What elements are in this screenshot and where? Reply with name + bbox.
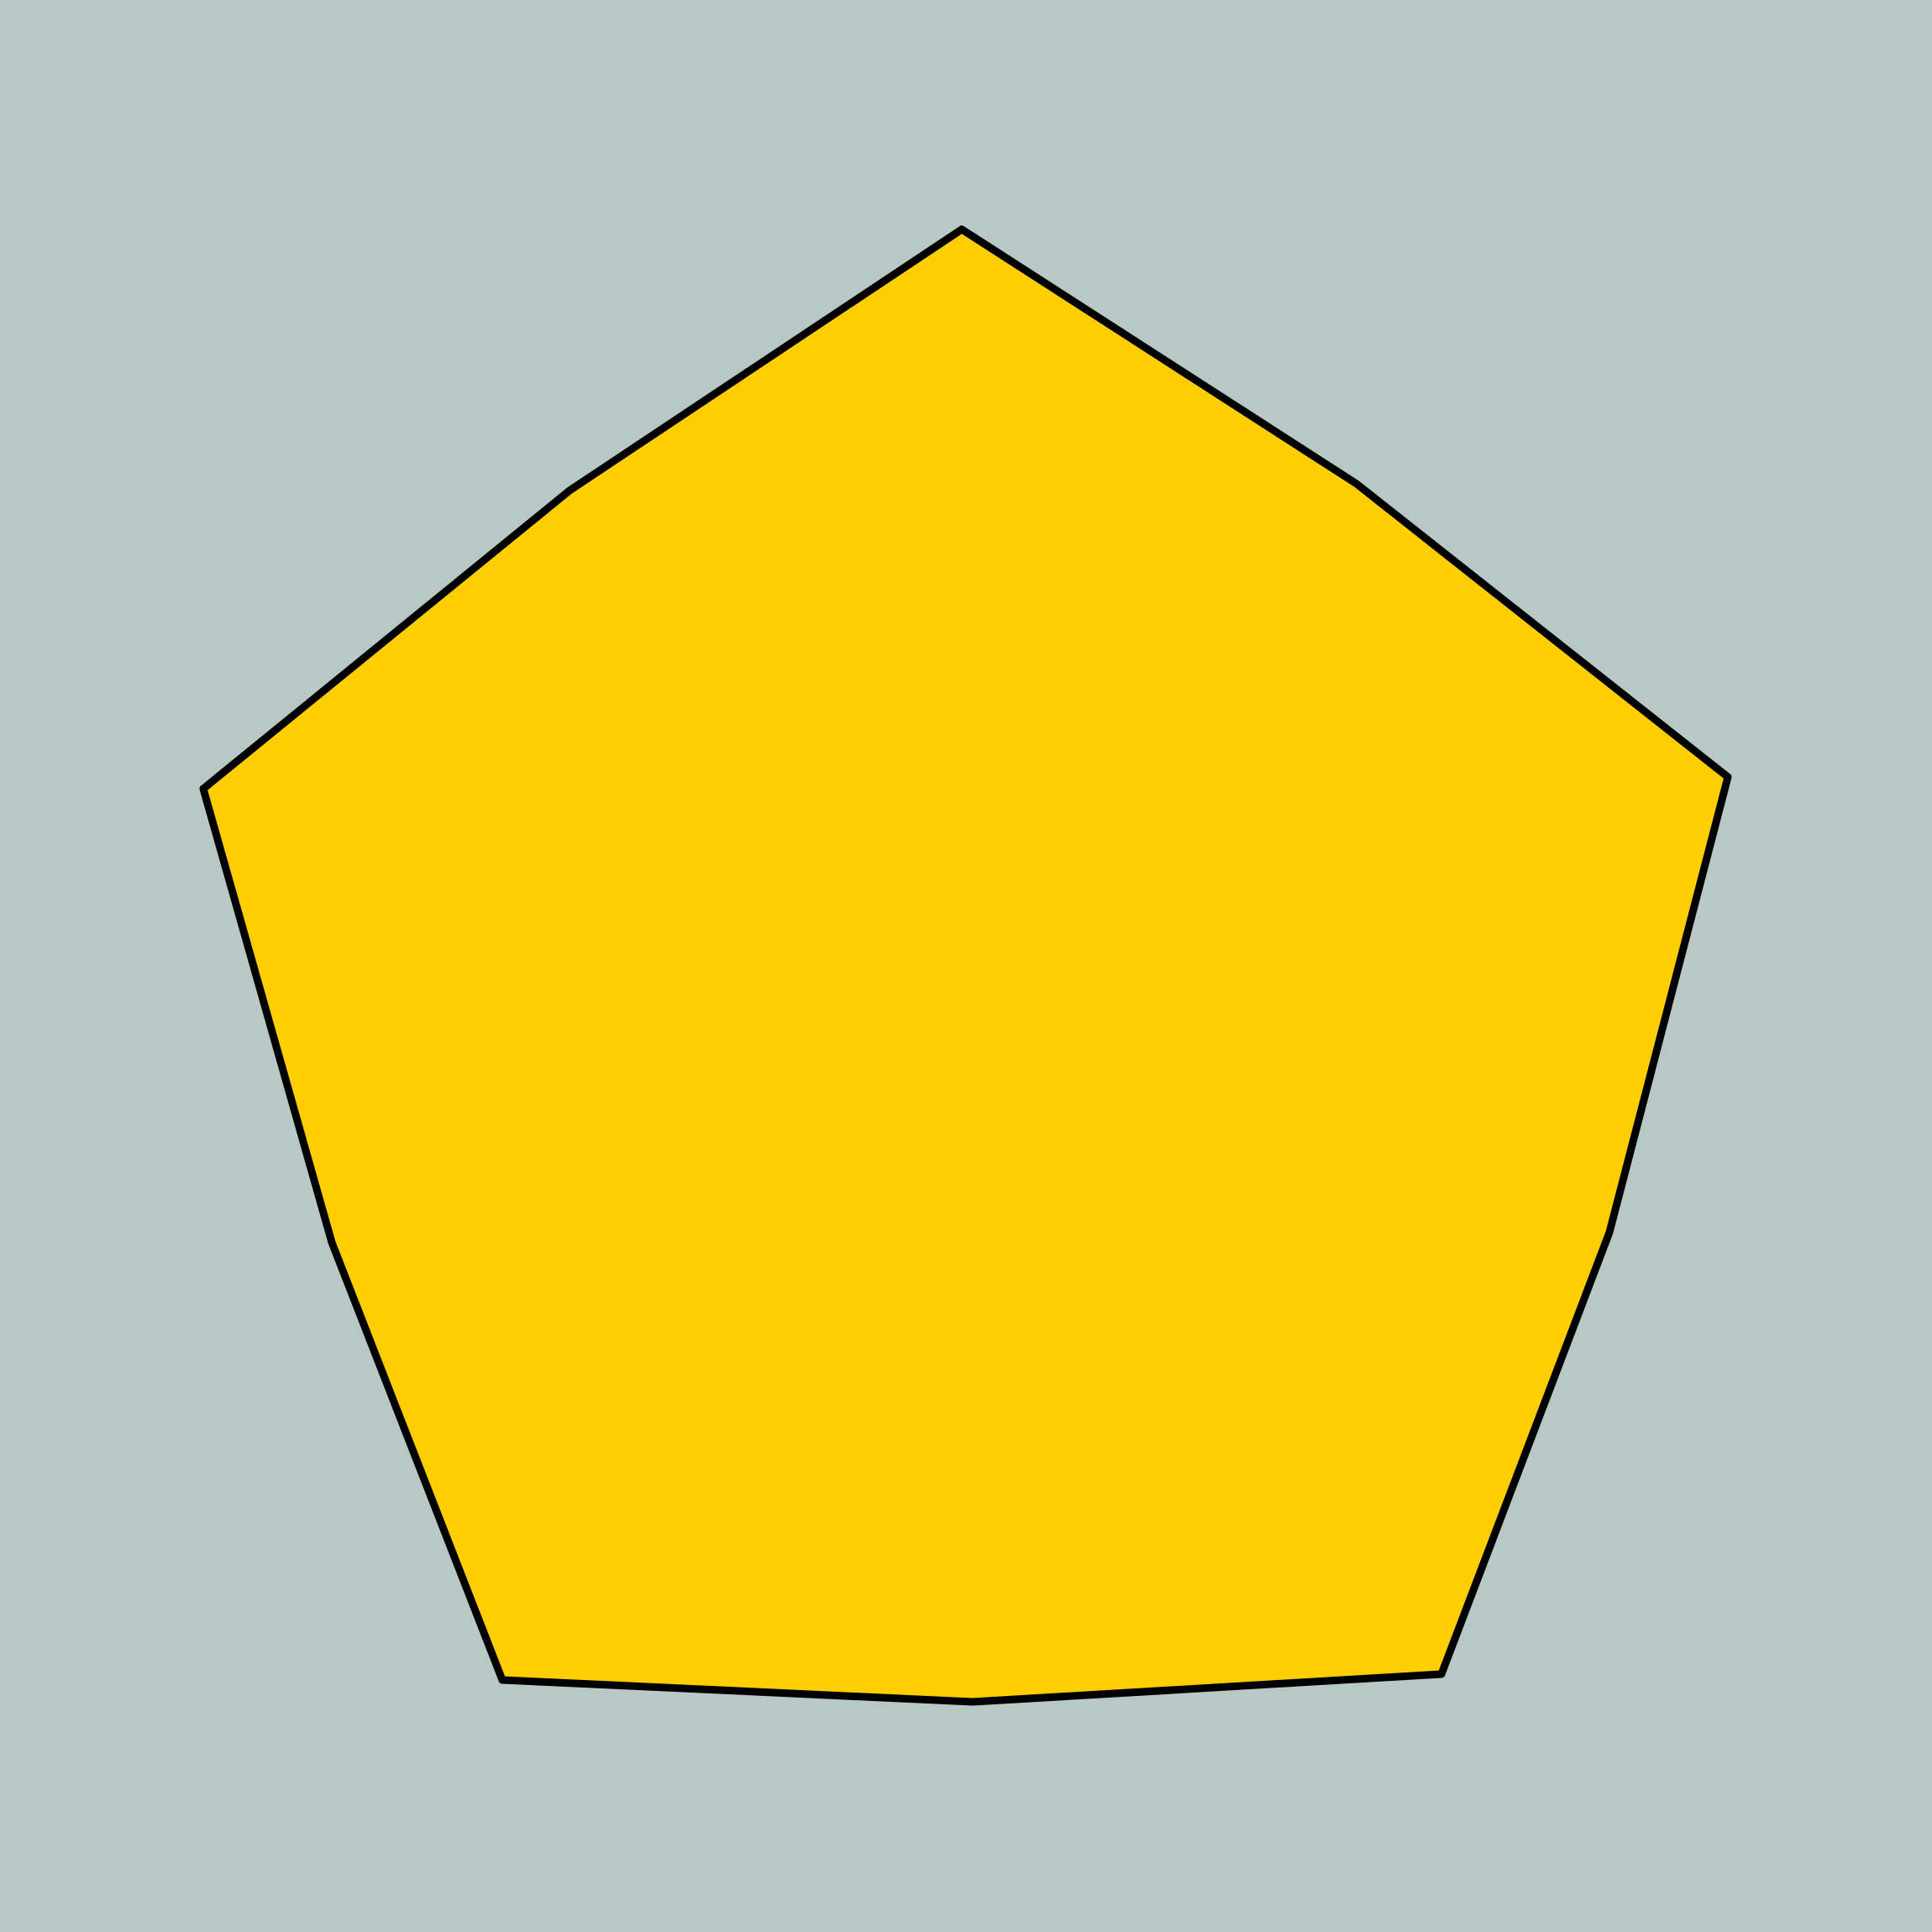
decagon-shape <box>199 225 1732 1706</box>
